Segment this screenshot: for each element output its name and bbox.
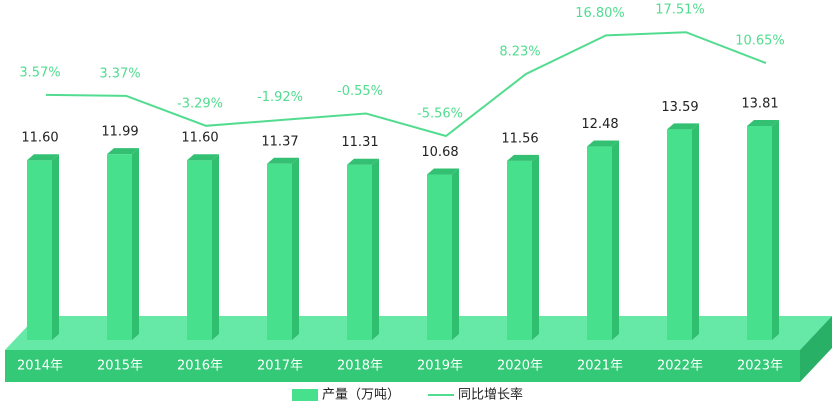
bar — [187, 160, 212, 340]
bar-top — [587, 140, 619, 147]
bar — [427, 174, 452, 340]
bar-value-label: 11.31 — [341, 135, 378, 150]
bar — [587, 146, 612, 340]
x-tick-label: 2019年 — [417, 359, 463, 374]
bar-value-label: 11.99 — [101, 125, 138, 140]
bar-side — [372, 158, 379, 340]
legend-label: 产量（万吨） — [322, 388, 400, 403]
bar-side — [772, 119, 779, 340]
x-tick-label: 2018年 — [337, 359, 383, 374]
bar-side — [52, 154, 59, 340]
x-tick-label: 2021年 — [577, 359, 623, 374]
bar-value-label: 11.56 — [501, 131, 538, 146]
platform-side — [800, 316, 832, 382]
bar — [107, 154, 132, 340]
bar-value-label: 11.60 — [21, 131, 58, 146]
bar-top — [347, 158, 379, 165]
legend-label: 同比增长率 — [458, 387, 523, 403]
bar-value-label: 11.60 — [181, 131, 218, 146]
bar-value-label: 10.68 — [421, 145, 458, 160]
growth-line — [45, 31, 767, 138]
bar — [267, 163, 292, 340]
line-value-label: 16.80% — [575, 6, 625, 21]
line-value-label: 17.51% — [655, 3, 705, 18]
line-value-label: 10.65% — [735, 34, 785, 49]
line-value-label: -5.56% — [417, 107, 463, 122]
bar — [347, 164, 372, 340]
bar — [747, 125, 772, 340]
x-tick-label: 2023年 — [737, 359, 783, 374]
bar-side — [452, 168, 459, 340]
line-value-label: -0.55% — [337, 84, 383, 99]
bar-side — [532, 154, 539, 340]
bar-value-label: 12.48 — [581, 117, 618, 132]
line-value-label: -3.29% — [177, 96, 223, 111]
bar — [507, 160, 532, 340]
line-value-label: 8.23% — [499, 44, 540, 59]
line-value-label: 3.57% — [19, 65, 60, 80]
bar-top — [187, 154, 219, 161]
x-tick-label: 2014年 — [17, 359, 63, 374]
bar — [667, 129, 692, 340]
bar-top — [267, 157, 299, 164]
bar-value-label: 13.59 — [661, 100, 698, 115]
x-tick-label: 2020年 — [497, 359, 543, 374]
bar-top — [427, 168, 459, 175]
bar-top — [107, 148, 139, 155]
line-value-label: 3.37% — [99, 66, 140, 81]
bar-side — [132, 148, 139, 340]
bar-top — [747, 119, 779, 126]
x-tick-label: 2022年 — [657, 359, 703, 374]
bar — [27, 160, 52, 340]
bar-value-label: 11.37 — [261, 134, 298, 149]
bar-value-label: 13.81 — [741, 96, 778, 111]
x-tick-label: 2017年 — [257, 359, 303, 374]
bar-side — [612, 140, 619, 340]
x-tick-label: 2015年 — [97, 359, 143, 374]
bar-side — [692, 123, 699, 340]
bar-side — [292, 157, 299, 340]
bar-top — [27, 154, 59, 161]
x-tick-label: 2016年 — [177, 359, 223, 374]
bar-side — [212, 154, 219, 340]
line-value-label: -1.92% — [257, 90, 303, 105]
bar-top — [667, 123, 699, 130]
platform-front — [5, 350, 800, 382]
bar-top — [507, 154, 539, 161]
legend-swatch — [292, 389, 318, 401]
